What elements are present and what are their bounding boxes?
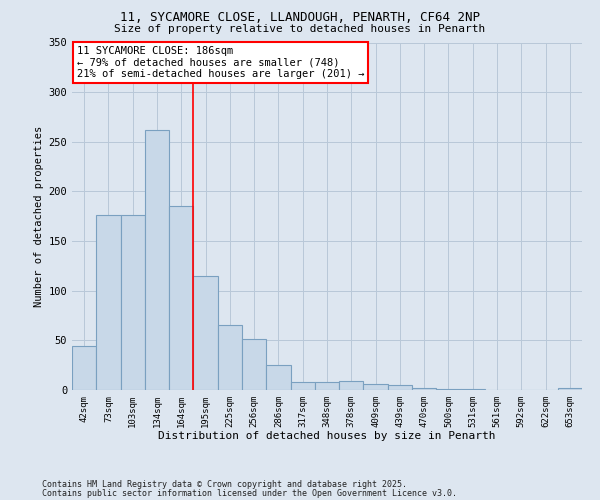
Text: 11 SYCAMORE CLOSE: 186sqm
← 79% of detached houses are smaller (748)
21% of semi: 11 SYCAMORE CLOSE: 186sqm ← 79% of detac… xyxy=(77,46,365,79)
Bar xyxy=(218,326,242,390)
Bar xyxy=(339,381,364,390)
Bar xyxy=(412,388,436,390)
Bar xyxy=(266,365,290,390)
Bar xyxy=(388,385,412,390)
Bar xyxy=(242,340,266,390)
Text: Contains HM Land Registry data © Crown copyright and database right 2025.: Contains HM Land Registry data © Crown c… xyxy=(42,480,407,489)
Bar xyxy=(145,130,169,390)
Bar xyxy=(436,389,461,390)
Bar xyxy=(72,346,96,390)
Bar xyxy=(121,216,145,390)
Bar xyxy=(169,206,193,390)
Bar xyxy=(315,382,339,390)
Bar xyxy=(461,389,485,390)
Bar xyxy=(364,384,388,390)
Bar xyxy=(290,382,315,390)
X-axis label: Distribution of detached houses by size in Penarth: Distribution of detached houses by size … xyxy=(158,432,496,442)
Text: 11, SYCAMORE CLOSE, LLANDOUGH, PENARTH, CF64 2NP: 11, SYCAMORE CLOSE, LLANDOUGH, PENARTH, … xyxy=(120,11,480,24)
Text: Contains public sector information licensed under the Open Government Licence v3: Contains public sector information licen… xyxy=(42,489,457,498)
Bar xyxy=(558,388,582,390)
Bar xyxy=(193,276,218,390)
Bar xyxy=(96,216,121,390)
Y-axis label: Number of detached properties: Number of detached properties xyxy=(34,126,44,307)
Text: Size of property relative to detached houses in Penarth: Size of property relative to detached ho… xyxy=(115,24,485,34)
